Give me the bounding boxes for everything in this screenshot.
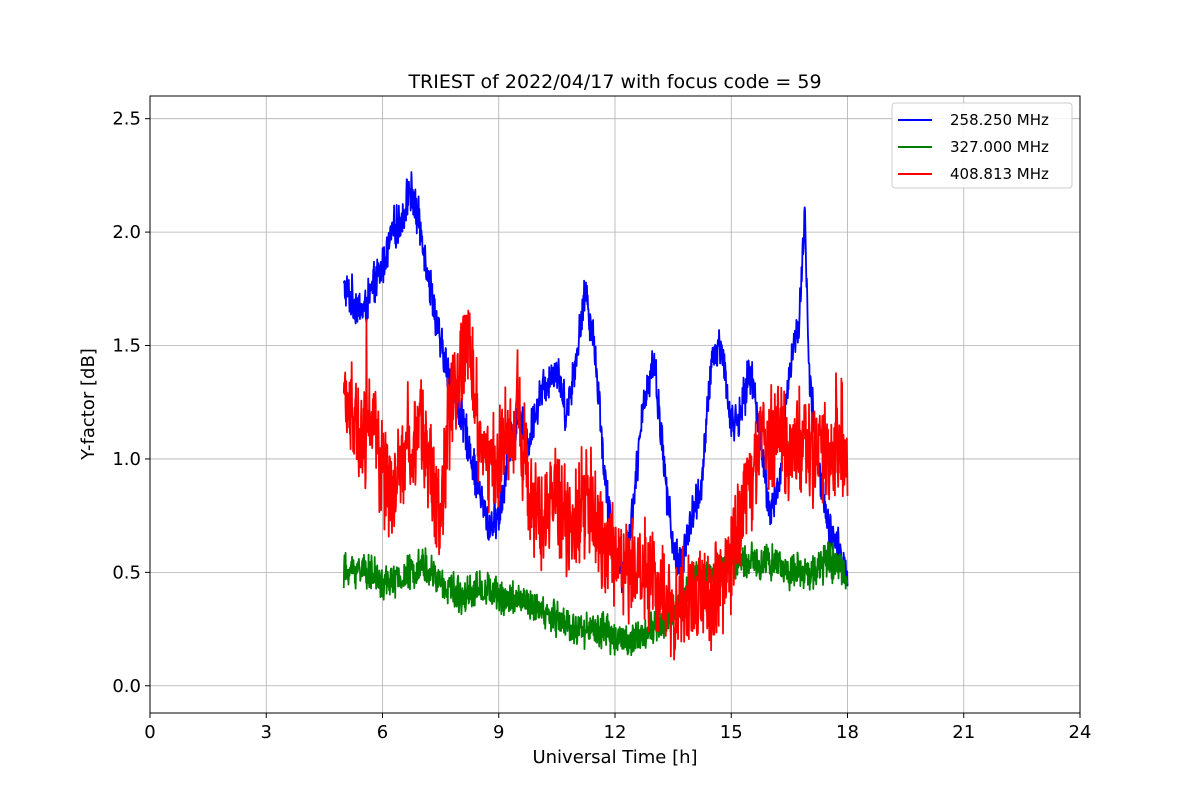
x-tick-label: 21	[952, 722, 975, 743]
legend-label: 408.813 MHz	[950, 165, 1049, 183]
y-tick-label: 2.5	[112, 109, 141, 130]
chart-title: TRIEST of 2022/04/17 with focus code = 5…	[407, 71, 821, 93]
x-tick-label: 3	[261, 722, 272, 743]
y-tick-label: 0.0	[112, 676, 141, 697]
y-tick-label: 2.0	[112, 222, 141, 243]
y-tick-label: 0.5	[112, 562, 141, 583]
x-tick-label: 9	[493, 722, 504, 743]
x-tick-label: 24	[1069, 722, 1092, 743]
legend: 258.250 MHz 327.000 MHz 408.813 MHz	[891, 102, 1073, 189]
legend-label: 258.250 MHz	[950, 111, 1049, 129]
x-tick-label: 6	[377, 722, 388, 743]
x-axis-label: Universal Time [h]	[532, 747, 697, 768]
x-tick-label: 15	[720, 722, 743, 743]
y-axis-label: Y-factor [dB]	[78, 348, 99, 461]
series-line	[342, 309, 849, 661]
x-tick-label: 18	[836, 722, 859, 743]
legend-box	[891, 102, 1073, 189]
axis-ticks: 0 3 6 9 12 15 18 21 24 0.0 0.5 1.0 1.5 2.0 2.5	[112, 109, 1091, 743]
x-tick-label: 0	[144, 722, 155, 743]
series-line	[342, 541, 849, 657]
plot-area	[342, 171, 849, 661]
legend-label: 327.000 MHz	[950, 138, 1049, 156]
y-tick-label: 1.5	[112, 336, 141, 357]
x-tick-label: 12	[604, 722, 627, 743]
series-line	[342, 171, 849, 594]
y-tick-label: 1.0	[112, 449, 141, 470]
